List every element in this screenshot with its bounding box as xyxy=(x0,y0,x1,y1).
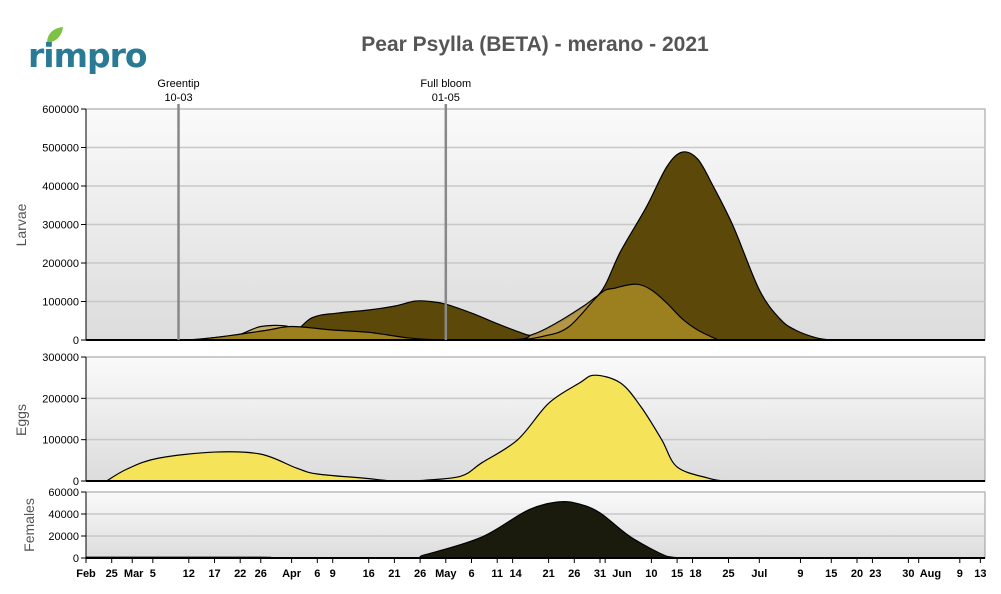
x-tick-label: 26 xyxy=(414,568,426,580)
series-area-0-2 xyxy=(188,283,719,341)
y-tick-label: 40000 xyxy=(48,509,79,521)
logo-text: rimpro xyxy=(28,36,148,75)
y-axis-title: Larvae xyxy=(13,203,29,246)
y-tick-label: 500000 xyxy=(42,143,79,155)
x-tick-label: 6 xyxy=(314,568,320,580)
y-tick-label: 200000 xyxy=(42,258,79,270)
x-tick-label: 21 xyxy=(388,568,400,580)
y-tick-label: 400000 xyxy=(42,181,79,193)
x-tick-label: 22 xyxy=(234,568,246,580)
x-tick-label: 11 xyxy=(491,568,503,580)
x-tick-label: 14 xyxy=(509,568,522,580)
y-tick-label: 100000 xyxy=(42,297,79,309)
y-tick-label: 0 xyxy=(73,335,79,347)
marker-label: Full bloom xyxy=(420,78,471,90)
x-tick-label: 25 xyxy=(106,568,118,580)
x-tick-label: Feb xyxy=(76,568,96,580)
y-tick-label: 300000 xyxy=(42,352,79,364)
x-tick-label: 9 xyxy=(797,568,803,580)
series-area-1-0 xyxy=(104,374,724,482)
x-tick-label: Jun xyxy=(612,568,632,580)
x-tick-label: 18 xyxy=(689,568,701,580)
y-axis-title: Females xyxy=(21,498,37,552)
x-tick-label: Aug xyxy=(920,568,941,580)
y-tick-label: 100000 xyxy=(42,435,79,447)
marker-date: 10-03 xyxy=(164,92,192,104)
rimpro-logo: rimpro xyxy=(28,27,148,75)
x-tick-label: 10 xyxy=(645,568,657,580)
x-tick-label: 6 xyxy=(468,568,474,580)
y-tick-label: 600000 xyxy=(42,104,79,116)
x-tick-label: 16 xyxy=(363,568,375,580)
x-tick-label: Mar xyxy=(124,568,144,580)
x-tick-label: Jul xyxy=(751,568,767,580)
y-axis-title: Eggs xyxy=(13,404,29,436)
x-tick-label: 30 xyxy=(902,568,914,580)
x-tick-label: 5 xyxy=(150,568,156,580)
panel-females: 0 20000 40000 60000 Females xyxy=(21,487,986,565)
x-tick-label: 26 xyxy=(255,568,267,580)
x-tick-label: 25 xyxy=(722,568,734,580)
x-tick-label: Apr xyxy=(282,568,302,580)
y-tick-label: 0 xyxy=(73,553,79,565)
y-tick-label: 0 xyxy=(73,476,79,488)
x-tick-label: 15 xyxy=(825,568,837,580)
leaf-icon xyxy=(47,27,63,43)
x-tick-label: 26 xyxy=(568,568,580,580)
panel-eggs: 0 100000 200000 300000 Eggs xyxy=(13,352,986,488)
x-tick-label: 13 xyxy=(974,568,986,580)
x-tick-label: 21 xyxy=(542,568,554,580)
x-tick-label: 23 xyxy=(869,568,881,580)
y-tick-label: 20000 xyxy=(48,531,79,543)
y-tick-label: 60000 xyxy=(48,487,79,499)
x-tick-label: 12 xyxy=(183,568,195,580)
x-tick-label: 31 xyxy=(594,568,606,580)
x-tick-label: 20 xyxy=(851,568,863,580)
marker-date: 01-05 xyxy=(432,92,460,104)
x-tick-label: 9 xyxy=(330,568,336,580)
marker-label: Greentip xyxy=(157,78,199,90)
panel-larvae: 0 100000 200000 300000 400000 500000 600000 Lar… xyxy=(13,104,986,347)
x-tick-label: 9 xyxy=(957,568,963,580)
y-tick-label: 300000 xyxy=(42,220,79,232)
chart-title: Pear Psylla (BETA) - merano - 2021 xyxy=(361,33,709,56)
x-tick-label: May xyxy=(435,568,457,580)
x-tick-label: 15 xyxy=(671,568,683,580)
x-tick-label: 17 xyxy=(208,568,220,580)
y-tick-label: 200000 xyxy=(42,393,79,405)
